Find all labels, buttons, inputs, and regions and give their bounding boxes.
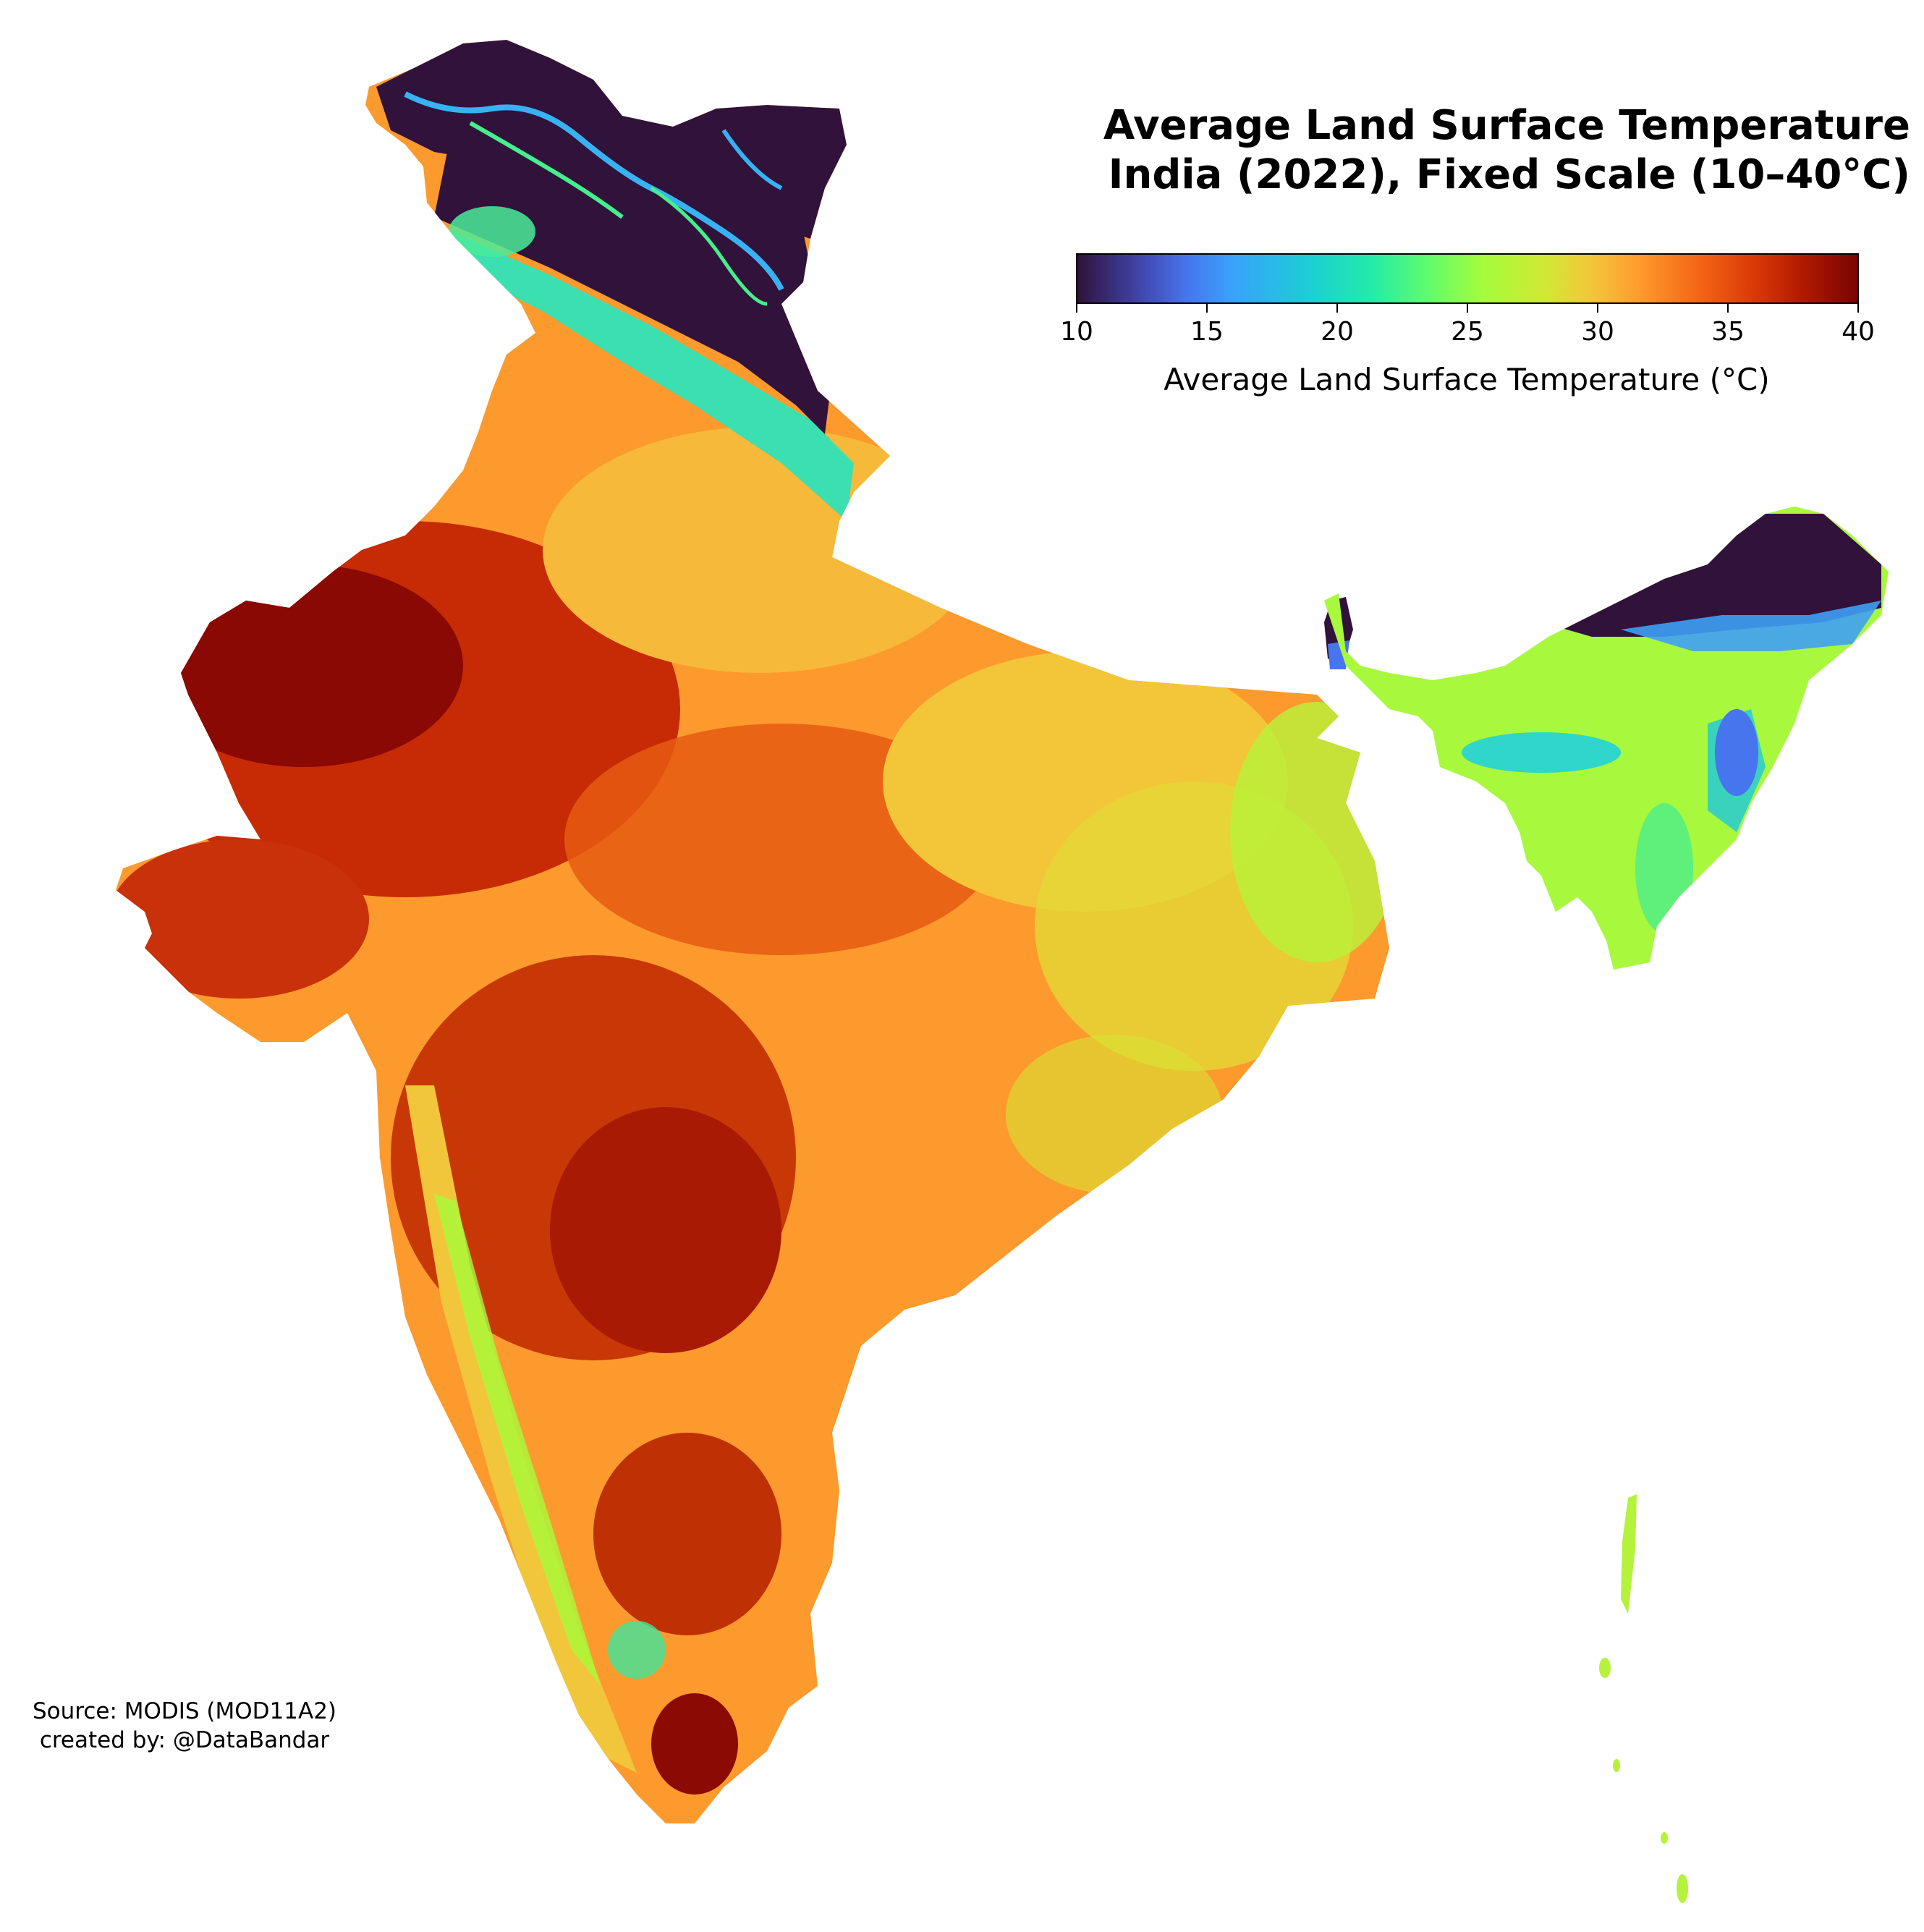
source-text: Source: MODIS (MOD11A2) (32, 1698, 337, 1724)
northeast-temperature-field (1324, 507, 1889, 970)
colorbar-tick (1467, 304, 1468, 313)
andaman-nicobar-islands (1599, 1494, 1688, 1903)
colorbar-label: Average Land Surface Temperature (°C) (1164, 362, 1770, 397)
colorbar-tick (1597, 304, 1598, 313)
title-line-1: Average Land Surface Temperature (1103, 102, 1910, 149)
source-credit: Source: MODIS (MOD11A2) created by: @Dat… (14, 1697, 355, 1755)
map-title: Average Land Surface Temperature India (… (1006, 101, 1910, 200)
colorbar-gradient (1076, 253, 1859, 304)
colorbar: 10 15 20 25 30 35 40 Average Land Surfac… (1060, 253, 1875, 397)
author-text: created by: @DataBandar (39, 1727, 330, 1753)
colorbar-tick (1727, 304, 1729, 313)
colorbar-tick-label: 35 (1711, 317, 1745, 347)
colorbar-tick (1336, 304, 1338, 313)
colorbar-tick (1206, 304, 1208, 313)
colorbar-tick-label: 10 (1060, 317, 1093, 347)
colorbar-tick (1857, 304, 1859, 313)
title-line-2: India (2022), Fixed Scale (10–40°C) (1108, 151, 1910, 198)
colorbar-tick-label: 25 (1451, 317, 1484, 347)
colorbar-tick-label: 20 (1321, 317, 1354, 347)
colorbar-tick-label: 15 (1190, 317, 1224, 347)
colorbar-tick (1076, 304, 1077, 313)
colorbar-tick-label: 30 (1581, 317, 1614, 347)
colorbar-tick-label: 40 (1842, 317, 1875, 347)
